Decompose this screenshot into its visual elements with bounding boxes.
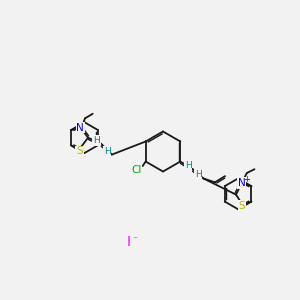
Text: +: + <box>243 175 250 184</box>
Text: I: I <box>127 236 131 249</box>
Text: H: H <box>104 147 111 156</box>
Text: H: H <box>195 170 201 179</box>
Text: S: S <box>76 146 83 157</box>
Text: S: S <box>239 201 245 211</box>
Text: Cl: Cl <box>131 165 142 175</box>
Text: N: N <box>76 123 84 133</box>
Text: H: H <box>93 136 100 145</box>
Text: ⁻: ⁻ <box>133 235 138 245</box>
Text: H: H <box>185 161 191 170</box>
Text: N: N <box>238 178 245 188</box>
